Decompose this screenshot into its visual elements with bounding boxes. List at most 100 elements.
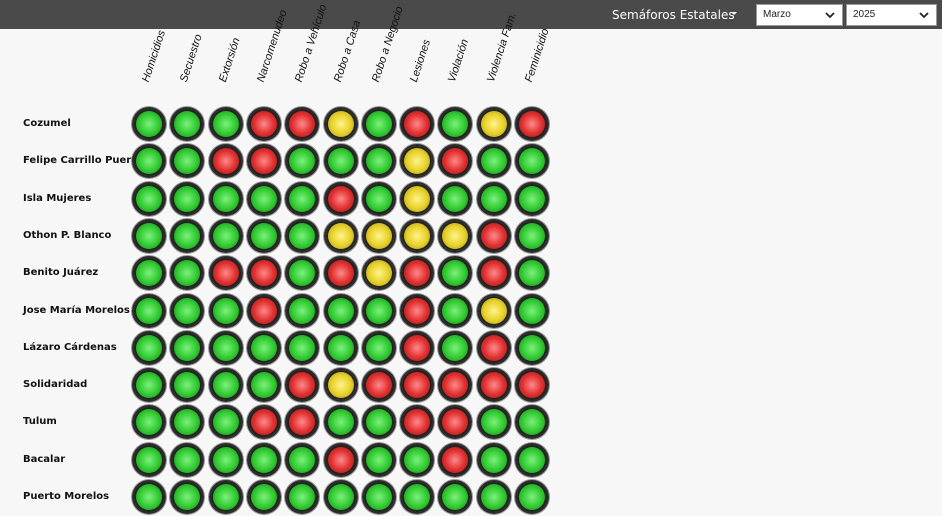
- semaforo-light-green[interactable]: [515, 181, 549, 216]
- semaforo-light-red[interactable]: [285, 107, 320, 141]
- semaforo-light-green[interactable]: [515, 442, 549, 477]
- semaforo-light-yellow[interactable]: [400, 181, 435, 216]
- semaforo-light-green[interactable]: [208, 107, 243, 141]
- semaforo-light-red[interactable]: [476, 256, 511, 291]
- semaforo-light-red[interactable]: [323, 181, 358, 216]
- semaforo-light-green[interactable]: [438, 256, 473, 291]
- semaforo-light-yellow[interactable]: [400, 218, 435, 253]
- semaforo-light-red[interactable]: [285, 405, 320, 440]
- semaforo-light-red[interactable]: [400, 256, 435, 291]
- semaforo-light-yellow[interactable]: [323, 368, 358, 403]
- semaforo-light-green[interactable]: [132, 368, 166, 403]
- semaforo-light-green[interactable]: [515, 480, 549, 514]
- semaforo-light-yellow[interactable]: [323, 218, 358, 253]
- semaforo-light-red[interactable]: [208, 256, 243, 291]
- semaforo-light-green[interactable]: [132, 480, 166, 514]
- semaforo-light-green[interactable]: [515, 293, 549, 328]
- semaforo-light-red[interactable]: [400, 368, 435, 403]
- semaforo-light-red[interactable]: [400, 107, 435, 141]
- semaforo-light-green[interactable]: [476, 405, 511, 440]
- semaforo-light-green[interactable]: [132, 256, 166, 291]
- semaforo-light-green[interactable]: [361, 330, 396, 365]
- semaforo-light-green[interactable]: [132, 144, 166, 179]
- semaforo-light-green[interactable]: [170, 218, 205, 253]
- semaforo-light-green[interactable]: [208, 181, 243, 216]
- semaforo-light-green[interactable]: [132, 442, 166, 477]
- semaforo-light-green[interactable]: [285, 293, 320, 328]
- semaforo-light-green[interactable]: [132, 405, 166, 440]
- semaforo-light-red[interactable]: [208, 144, 243, 179]
- semaforo-light-red[interactable]: [246, 144, 281, 179]
- semaforo-light-red[interactable]: [246, 256, 281, 291]
- semaforo-light-green[interactable]: [285, 144, 320, 179]
- semaforo-light-red[interactable]: [285, 368, 320, 403]
- semaforo-light-green[interactable]: [170, 293, 205, 328]
- semaforo-light-green[interactable]: [438, 480, 473, 514]
- semaforo-light-green[interactable]: [476, 144, 511, 179]
- semaforo-light-green[interactable]: [438, 181, 473, 216]
- semaforo-light-green[interactable]: [285, 181, 320, 216]
- semaforo-light-green[interactable]: [515, 144, 549, 179]
- semaforo-light-red[interactable]: [400, 330, 435, 365]
- semaforo-light-green[interactable]: [208, 405, 243, 440]
- semaforo-light-green[interactable]: [246, 368, 281, 403]
- semaforo-light-green[interactable]: [132, 107, 166, 141]
- semaforo-light-red[interactable]: [476, 368, 511, 403]
- semaforo-light-green[interactable]: [400, 480, 435, 514]
- semaforo-light-green[interactable]: [170, 256, 205, 291]
- semaforo-light-green[interactable]: [476, 181, 511, 216]
- semaforo-light-yellow[interactable]: [400, 144, 435, 179]
- semaforo-light-red[interactable]: [246, 107, 281, 141]
- semaforo-light-green[interactable]: [170, 181, 205, 216]
- semaforo-light-green[interactable]: [170, 480, 205, 514]
- semaforo-light-red[interactable]: [476, 218, 511, 253]
- semaforo-light-green[interactable]: [323, 144, 358, 179]
- semaforo-light-green[interactable]: [323, 480, 358, 514]
- semaforo-light-green[interactable]: [476, 480, 511, 514]
- semaforo-light-green[interactable]: [170, 330, 205, 365]
- semaforo-light-green[interactable]: [170, 405, 205, 440]
- semaforo-light-green[interactable]: [323, 293, 358, 328]
- semaforo-light-yellow[interactable]: [438, 218, 473, 253]
- semaforo-light-green[interactable]: [246, 181, 281, 216]
- semaforo-light-green[interactable]: [285, 256, 320, 291]
- semaforo-light-green[interactable]: [170, 144, 205, 179]
- semaforo-light-green[interactable]: [285, 218, 320, 253]
- caret-down-icon[interactable]: [731, 12, 737, 15]
- semaforo-light-red[interactable]: [438, 442, 473, 477]
- semaforo-light-green[interactable]: [361, 293, 396, 328]
- semaforo-light-green[interactable]: [438, 293, 473, 328]
- semaforos-menu[interactable]: Semáforos Estatales: [612, 8, 735, 22]
- semaforo-light-green[interactable]: [208, 368, 243, 403]
- semaforo-light-green[interactable]: [285, 442, 320, 477]
- semaforo-light-green[interactable]: [246, 218, 281, 253]
- semaforo-light-green[interactable]: [208, 330, 243, 365]
- semaforo-light-green[interactable]: [323, 405, 358, 440]
- semaforo-light-red[interactable]: [323, 442, 358, 477]
- semaforo-light-yellow[interactable]: [361, 218, 396, 253]
- semaforo-light-green[interactable]: [170, 107, 205, 141]
- semaforo-light-red[interactable]: [246, 405, 281, 440]
- semaforo-light-red[interactable]: [438, 405, 473, 440]
- semaforo-light-green[interactable]: [285, 480, 320, 514]
- semaforo-light-green[interactable]: [361, 405, 396, 440]
- semaforo-light-red[interactable]: [361, 368, 396, 403]
- year-select[interactable]: 2025: [846, 4, 937, 26]
- semaforo-light-green[interactable]: [132, 218, 166, 253]
- semaforo-light-red[interactable]: [515, 107, 549, 141]
- semaforo-light-red[interactable]: [323, 256, 358, 291]
- semaforo-light-green[interactable]: [438, 330, 473, 365]
- semaforo-light-green[interactable]: [170, 442, 205, 477]
- semaforo-light-yellow[interactable]: [323, 107, 358, 141]
- month-select[interactable]: Marzo: [756, 4, 843, 26]
- semaforo-light-green[interactable]: [208, 442, 243, 477]
- semaforo-light-red[interactable]: [400, 405, 435, 440]
- semaforo-light-green[interactable]: [208, 218, 243, 253]
- semaforo-light-red[interactable]: [400, 293, 435, 328]
- semaforo-light-red[interactable]: [476, 330, 511, 365]
- semaforo-light-green[interactable]: [132, 293, 166, 328]
- semaforo-light-yellow[interactable]: [476, 293, 511, 328]
- semaforo-light-red[interactable]: [246, 293, 281, 328]
- semaforo-light-green[interactable]: [246, 330, 281, 365]
- semaforo-light-green[interactable]: [361, 181, 396, 216]
